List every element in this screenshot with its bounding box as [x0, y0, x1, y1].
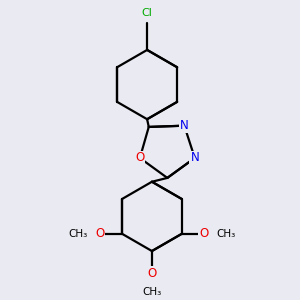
Text: Cl: Cl — [142, 8, 153, 18]
Text: O: O — [200, 227, 209, 240]
Text: CH₃: CH₃ — [217, 229, 236, 239]
Text: N: N — [180, 119, 189, 132]
Text: O: O — [95, 227, 104, 240]
Text: O: O — [147, 267, 157, 280]
Text: CH₃: CH₃ — [142, 287, 161, 297]
Text: N: N — [190, 152, 199, 164]
Text: CH₃: CH₃ — [68, 229, 87, 239]
Text: O: O — [135, 152, 145, 164]
